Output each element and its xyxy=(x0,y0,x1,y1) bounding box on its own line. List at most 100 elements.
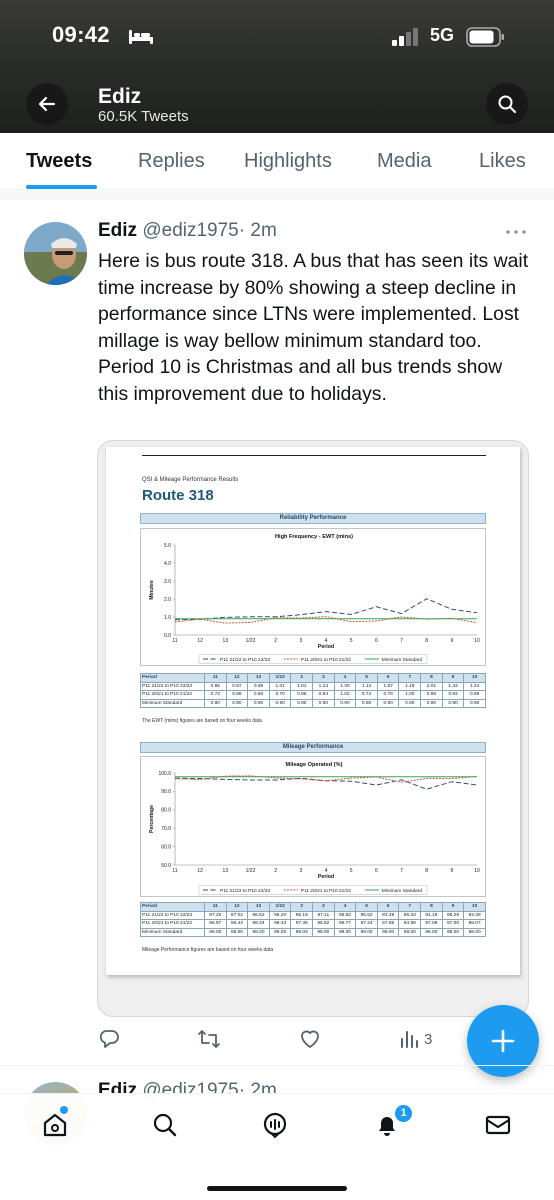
nav-explore[interactable] xyxy=(148,1108,182,1142)
mileage-chart: 50.0 60.0 70.0 80.0 90.0 100.0 11 12 13 1/22 2 3 4 5 6… xyxy=(149,771,480,895)
reliability-cell: 0.96 xyxy=(290,690,314,700)
x-tick-label: 12 xyxy=(197,868,203,874)
mileage-header-cell: Period xyxy=(140,902,205,912)
mileage-cell: 96.18 xyxy=(290,910,314,920)
mileage-section-bar: Mileage Performance xyxy=(140,742,486,753)
doc-subtitle: QSI & Mileage Performance Results xyxy=(142,477,239,483)
mileage-header-cell: 8 xyxy=(420,902,443,912)
reliability-chart-box: High Frequency - EWT (mins) 0.0 1.0 2.0 3.0… xyxy=(140,528,486,666)
x-tick-label: 2 xyxy=(274,638,277,644)
legend-entry: P11 21/22 to P10 22/23 xyxy=(220,657,270,663)
tab-replies[interactable]: Replies xyxy=(138,150,205,172)
x-tick-label: 1/22 xyxy=(246,868,256,874)
active-tab-indicator xyxy=(26,185,97,189)
y-tick-label: 50.0 xyxy=(161,863,171,869)
back-button[interactable] xyxy=(26,83,68,125)
tab-media[interactable]: Media xyxy=(377,150,432,172)
mileage-header-cell: 1/22 xyxy=(268,902,292,912)
reliability-header-cell: 4 xyxy=(333,673,357,683)
mileage-cell: 98.00 xyxy=(204,927,227,937)
more-icon[interactable] xyxy=(505,228,527,236)
mileage-cell: 98.00 xyxy=(333,927,357,937)
reliability-cell: 1.00 xyxy=(398,690,422,700)
reply-button[interactable] xyxy=(98,1025,120,1053)
reliability-header-cell: 2 xyxy=(290,673,314,683)
mileage-cell: 98.34 xyxy=(247,919,270,929)
tweet-author-handle[interactable]: @ediz1975 xyxy=(142,220,239,241)
avatar[interactable] xyxy=(24,222,87,285)
x-tick-label: 7 xyxy=(400,638,403,644)
reliability-header-cell: 5 xyxy=(355,673,378,683)
back-arrow-icon xyxy=(38,96,56,112)
tweet-author-name[interactable]: Ediz xyxy=(98,220,138,241)
x-tick-label: 4 xyxy=(325,868,328,874)
reliability-row-label: P11 20/21 to P10 21/22 xyxy=(140,690,205,700)
mileage-cell: 98.00 xyxy=(376,927,400,937)
tab-likes[interactable]: Likes xyxy=(479,150,526,172)
y-tick-label: 90.0 xyxy=(161,789,171,795)
reliability-chart: 0.0 1.0 2.0 3.0 4.0 5.0 11 12 13 1/22 2 3 4 5 6 7 8 9 10 Pe… xyxy=(149,543,480,664)
reliability-cell: 1.57 xyxy=(376,681,400,691)
x-tick-label: 3 xyxy=(299,638,302,644)
reliability-cell: 1.14 xyxy=(355,681,378,691)
reliability-cell: 0.90 xyxy=(420,698,443,708)
reliability-cell: 0.88 xyxy=(420,690,443,700)
mileage-cell: 96.43 xyxy=(225,919,249,929)
reliability-section-bar: Reliability Performance xyxy=(140,513,486,524)
y-tick-label: 100.0 xyxy=(158,771,171,777)
reliability-note: The EWT (mins) figures are based on four… xyxy=(142,718,262,724)
reliability-cell: 1.01 xyxy=(268,681,292,691)
table-row: P11 20/21 to P10 21/22 96.97 96.43 98.34 98.… xyxy=(140,919,486,929)
legend-entry: P11 21/22 to P10 22/23 xyxy=(220,888,270,894)
x-tick-label: 11 xyxy=(172,868,177,874)
tab-highlights[interactable]: Highlights xyxy=(244,150,332,172)
nav-home[interactable] xyxy=(38,1108,72,1142)
compose-button[interactable] xyxy=(467,1005,539,1077)
x-tick-label: 9 xyxy=(450,868,453,874)
mileage-cell: 97.00 xyxy=(441,919,465,929)
reliability-header-cell: 6 xyxy=(376,673,400,683)
nav-spaces[interactable] xyxy=(258,1108,292,1142)
x-tick-label: 5 xyxy=(350,638,353,644)
explore-icon xyxy=(153,1113,177,1137)
mileage-row-label: P11 20/21 to P10 21/22 xyxy=(140,919,205,929)
reliability-table: Period 11 12 13 1/22 2 3 4 5 6 7 8 9 10 P11 21/22 to P… xyxy=(140,673,486,708)
mileage-cell: 98.00 xyxy=(398,927,422,937)
mileage-cell: 98.00 xyxy=(312,927,335,937)
mileage-cell: 97.11 xyxy=(312,910,335,920)
mileage-cell: 95.29 xyxy=(441,910,465,920)
views-icon xyxy=(401,1031,418,1048)
tab-tweets[interactable]: Tweets xyxy=(26,150,93,172)
like-button[interactable] xyxy=(299,1025,321,1053)
search-button[interactable] xyxy=(486,83,528,125)
reliability-cell: 1.19 xyxy=(398,681,422,691)
profile-tabs: Tweets Replies Highlights Media Likes xyxy=(0,133,554,190)
mileage-cell: 94.98 xyxy=(398,919,422,929)
nav-notifications[interactable] xyxy=(370,1108,404,1142)
compose-plus-icon xyxy=(491,1029,515,1053)
nav-messages[interactable] xyxy=(481,1108,515,1142)
reliability-header-cell: 3 xyxy=(312,673,335,683)
series-line xyxy=(174,775,478,783)
legend-entry: P11 20/21 to P10 21/22 xyxy=(301,657,351,663)
tweet-time: · 2m xyxy=(238,220,277,241)
reliability-row-label: P11 21/22 to P10 22/23 xyxy=(140,681,205,691)
reliability-cell: 1.43 xyxy=(441,681,465,691)
x-tick-label: 9 xyxy=(450,638,453,644)
x-tick-label: 10 xyxy=(474,638,480,644)
reliability-cell: 0.90 xyxy=(463,698,486,708)
legend-box xyxy=(198,885,428,895)
retweet-button[interactable] xyxy=(197,1025,221,1053)
x-tick-label: 1/22 xyxy=(246,638,256,644)
x-axis-label: Period xyxy=(318,644,334,650)
table-row: P11 21/22 to P10 22/23 97.20 97.02 96.52 96.… xyxy=(140,910,486,920)
retweet-icon xyxy=(198,1030,220,1048)
views-button[interactable]: 3 xyxy=(398,1025,432,1053)
reliability-header-cell: 12 xyxy=(225,673,249,683)
y-tick-label: 2.0 xyxy=(164,597,171,603)
x-tick-label: 11 xyxy=(172,638,177,644)
mileage-cell: 96.20 xyxy=(268,910,292,920)
reliability-cell: 0.90 xyxy=(376,698,400,708)
mileage-cell: 98.07 xyxy=(463,919,486,929)
tweet-media-image[interactable]: QSI & Mileage Performance Results Route … xyxy=(97,440,529,1017)
